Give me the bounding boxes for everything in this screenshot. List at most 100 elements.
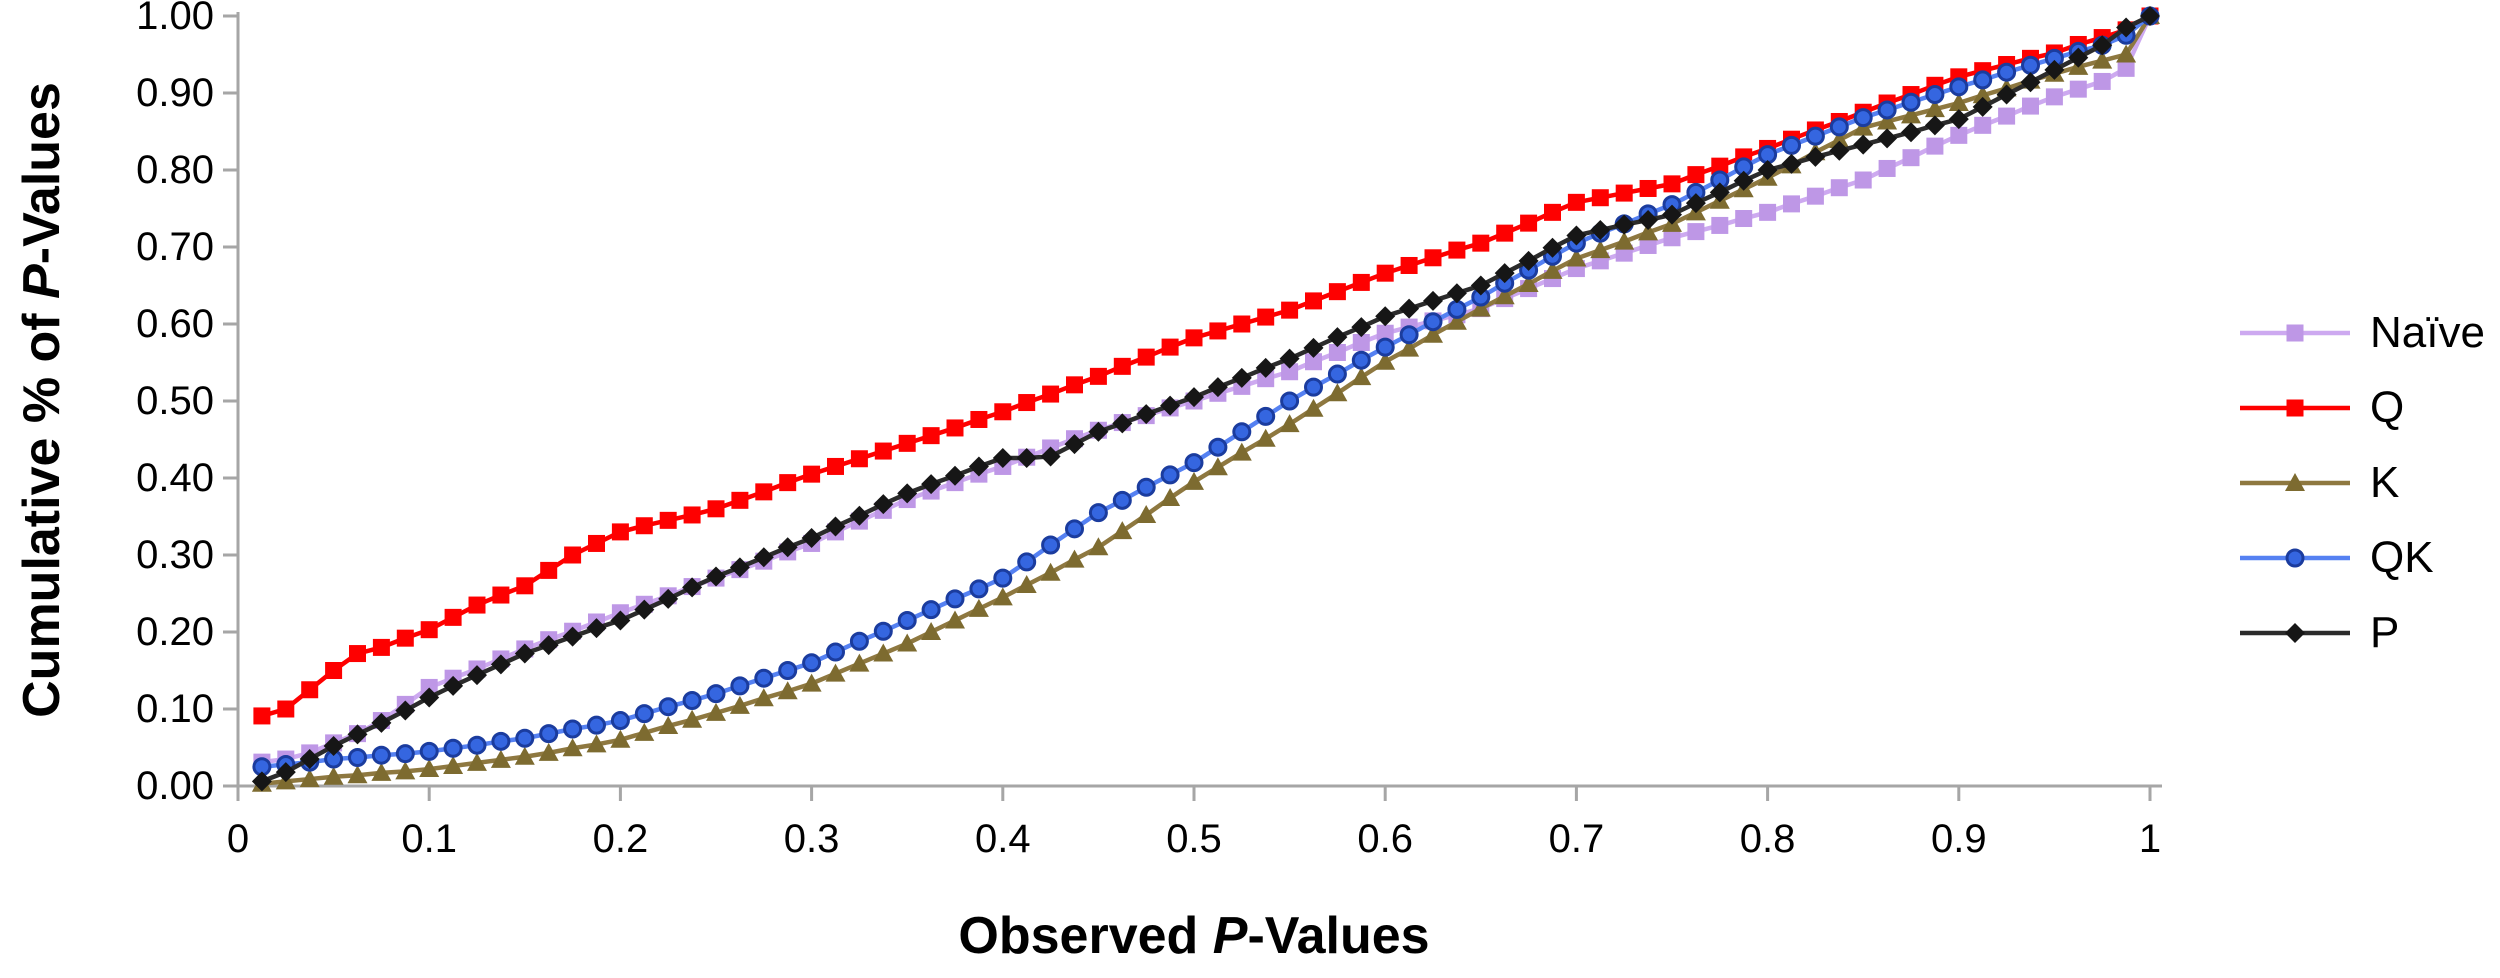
marker-triangle xyxy=(1542,260,1563,279)
legend-label: QK xyxy=(2370,532,2434,582)
marker-diamond xyxy=(1207,377,1228,398)
marker-diamond xyxy=(1303,337,1324,358)
marker-triangle xyxy=(1255,428,1276,447)
marker-square xyxy=(1878,159,1896,177)
legend-item-naïve: Naïve xyxy=(2238,295,2485,370)
marker-diamond xyxy=(1733,170,1754,191)
marker-triangle xyxy=(1494,286,1515,305)
marker-triangle xyxy=(897,633,918,652)
marker-diamond xyxy=(1040,446,1061,467)
marker-triangle xyxy=(634,722,655,741)
marker-square xyxy=(611,523,629,541)
marker-square xyxy=(1305,292,1322,310)
marker-square xyxy=(1066,376,1083,394)
marker-diamond xyxy=(1614,214,1635,235)
marker-circle xyxy=(587,715,606,735)
marker-triangle xyxy=(514,746,535,765)
marker-diamond xyxy=(1112,413,1133,434)
marker-diamond xyxy=(2285,622,2305,643)
x-axis-title-italic-p: P xyxy=(1212,907,1248,965)
x-axis-title-suffix: -Values xyxy=(1247,907,1430,965)
x-axis-title-text: Observed xyxy=(958,907,1213,965)
marker-triangle xyxy=(443,755,464,774)
marker-square xyxy=(420,678,438,696)
legend-key-icon xyxy=(2240,548,2350,567)
marker-triangle xyxy=(801,673,822,692)
marker-triangle xyxy=(1399,338,1420,357)
marker-circle xyxy=(802,653,822,673)
marker-circle xyxy=(1853,108,1873,128)
marker-triangle xyxy=(1423,324,1443,343)
marker-circle xyxy=(1017,552,1037,572)
marker-diamond xyxy=(801,528,822,549)
marker-square xyxy=(1352,273,1370,291)
marker-square xyxy=(2022,97,2039,115)
marker-square xyxy=(1663,175,1681,193)
x-tick-label: 0.7 xyxy=(1549,817,1605,861)
marker-circle xyxy=(993,568,1013,588)
axes: 0 0.1 0.2 0.3 0.4 0.5 0.6 0.7 0.8 0.9 1 0.00 0.10 0.2… xyxy=(136,0,2162,861)
marker-square xyxy=(325,662,343,679)
marker-square xyxy=(731,491,749,509)
marker-triangle xyxy=(586,734,607,753)
marker-diamond xyxy=(897,483,918,504)
marker-triangle xyxy=(658,715,679,734)
x-tick-label: 0.2 xyxy=(593,817,649,861)
marker-triangle xyxy=(729,695,750,714)
marker-circle xyxy=(371,745,391,765)
legend-label: P xyxy=(2370,607,2400,657)
marker-circle xyxy=(395,744,415,764)
marker-triangle xyxy=(299,769,320,788)
marker-square xyxy=(468,596,486,614)
x-tick-label: 0.9 xyxy=(1931,817,1987,861)
marker-square xyxy=(922,427,940,445)
marker-circle xyxy=(1782,135,1801,155)
marker-diamond xyxy=(729,557,750,578)
marker-circle xyxy=(1136,477,1156,497)
y-tick-label: 1.00 xyxy=(136,0,214,38)
marker-triangle xyxy=(1040,562,1061,581)
marker-diamond xyxy=(275,762,296,783)
marker-triangle xyxy=(945,610,965,629)
marker-square xyxy=(1615,184,1633,202)
marker-square xyxy=(1974,116,1992,134)
marker-triangle xyxy=(1112,521,1133,540)
y-axis-title-suffix: -Values xyxy=(13,82,71,265)
marker-triangle xyxy=(562,738,583,757)
marker-square xyxy=(253,707,271,725)
marker-diamond xyxy=(395,700,416,721)
marker-square xyxy=(755,483,773,501)
marker-diamond xyxy=(849,505,870,526)
marker-diamond xyxy=(706,566,726,587)
y-tick-label: 0.70 xyxy=(136,225,214,269)
marker-triangle xyxy=(753,688,774,707)
marker-square xyxy=(635,517,653,535)
marker-diamond xyxy=(419,687,440,708)
marker-square xyxy=(1783,195,1800,213)
marker-diamond xyxy=(1255,357,1276,378)
marker-diamond xyxy=(945,465,965,486)
marker-diamond xyxy=(1064,434,1085,455)
marker-square xyxy=(1687,166,1705,184)
marker-circle xyxy=(1829,117,1849,137)
marker-circle xyxy=(1280,391,1300,411)
marker-circle xyxy=(1447,299,1467,319)
marker-triangle xyxy=(1351,367,1372,386)
marker-square xyxy=(277,700,295,718)
legend-key-icon xyxy=(2240,399,2350,416)
marker-square xyxy=(683,506,701,524)
marker-square xyxy=(1998,107,2016,125)
marker-diamond xyxy=(371,712,392,733)
marker-triangle xyxy=(490,749,511,768)
marker-square xyxy=(1472,234,1490,252)
marker-triangle xyxy=(777,681,798,700)
marker-square xyxy=(1639,179,1657,197)
y-tick-label: 0.00 xyxy=(136,764,214,808)
marker-circle xyxy=(1304,377,1323,397)
marker-diamond xyxy=(1709,182,1730,203)
marker-diamond xyxy=(1016,447,1037,468)
marker-diamond xyxy=(658,588,679,609)
marker-square xyxy=(1759,203,1777,221)
marker-square xyxy=(1591,189,1609,207)
